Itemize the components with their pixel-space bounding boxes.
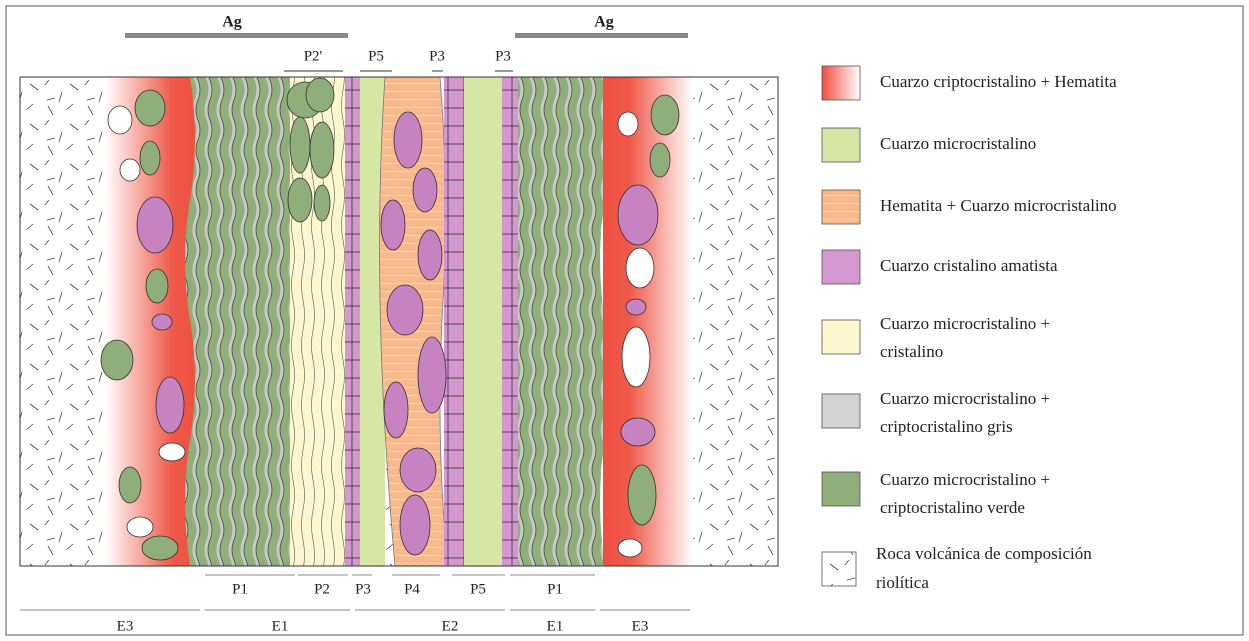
clast xyxy=(650,94,680,136)
legend-labels: Cuarzo criptocristalino + Hematita Cuarz… xyxy=(876,72,1117,592)
stage-label: E3 xyxy=(632,618,649,634)
legend-label: Cuarzo microcristalino + xyxy=(880,470,1050,489)
stage-label: E2 xyxy=(442,618,459,634)
legend-swatch xyxy=(821,393,861,429)
clast xyxy=(158,442,186,462)
amethyst-band xyxy=(444,77,464,566)
clast xyxy=(625,298,647,316)
phase-label: P5 xyxy=(368,48,384,64)
ag-label: Ag xyxy=(222,14,242,31)
banded-zone xyxy=(185,77,292,566)
amethyst-band xyxy=(345,77,361,566)
phase-label: P2' xyxy=(304,48,323,64)
legend-label: criptocristalino verde xyxy=(880,498,1025,517)
legend-label: Cuarzo microcristalino xyxy=(880,134,1036,153)
clast xyxy=(145,268,169,304)
clast xyxy=(151,313,173,331)
clast xyxy=(155,376,185,434)
clast xyxy=(139,140,161,176)
cross-section xyxy=(19,76,779,567)
clast xyxy=(100,339,134,381)
top-labels: Ag Ag P2' P5 P3 P3 xyxy=(125,14,688,72)
frame xyxy=(5,5,1244,636)
legend-label: Roca volcánica de composición xyxy=(876,544,1092,563)
banded-zone xyxy=(518,77,610,566)
clast xyxy=(126,516,154,538)
clast xyxy=(287,177,313,223)
clast xyxy=(412,167,438,213)
bottom-labels: P1 P2 P3 P4 P5 P1 E3 E1 E2 E1 E3 xyxy=(20,574,690,634)
clast xyxy=(417,229,443,281)
legend-label: criptocristalino gris xyxy=(880,417,1013,436)
clast xyxy=(305,77,335,113)
clast xyxy=(383,381,409,439)
legend-swatch xyxy=(821,551,857,587)
clast xyxy=(617,538,643,558)
legend-swatch xyxy=(821,249,861,285)
ag-bar xyxy=(515,33,688,38)
stage-label: E1 xyxy=(272,618,289,634)
legend-label: Cuarzo microcristalino + xyxy=(880,389,1050,408)
volcanic-clasts xyxy=(107,105,655,558)
legend-label: Hematita + Cuarzo microcristalino xyxy=(880,196,1117,215)
phase-label: P3 xyxy=(355,581,371,597)
legend-label: Cuarzo criptocristalino + Hematita xyxy=(880,72,1117,91)
legend-label: Cuarzo microcristalino + xyxy=(880,314,1050,333)
phase-label: P1 xyxy=(232,581,248,597)
clast xyxy=(386,284,424,336)
legend-label: Cuarzo cristalino amatista xyxy=(880,256,1058,275)
clast xyxy=(393,111,423,169)
legend-swatch xyxy=(821,319,861,355)
green-clasts xyxy=(100,77,680,561)
ag-bar xyxy=(125,33,348,38)
clast xyxy=(136,196,174,254)
clast xyxy=(141,535,179,561)
legend-swatch xyxy=(821,189,861,225)
stage-label: E3 xyxy=(117,618,134,634)
clast xyxy=(289,116,311,174)
clast xyxy=(380,199,406,251)
stage-label: E1 xyxy=(547,618,564,634)
phase-label: P3 xyxy=(495,48,511,64)
ag-label: Ag xyxy=(594,14,614,31)
clast xyxy=(620,417,656,447)
legend-label: riolítica xyxy=(876,573,929,592)
clast xyxy=(617,111,639,137)
phase-label: P5 xyxy=(470,581,486,597)
clast xyxy=(617,184,659,246)
clast xyxy=(399,494,431,556)
phase-label: P3 xyxy=(429,48,445,64)
clast xyxy=(309,121,335,179)
phase-label: P2 xyxy=(314,581,330,597)
legend xyxy=(821,65,861,587)
legend-label: cristalino xyxy=(880,342,943,361)
clast xyxy=(118,466,142,504)
phase-label: P4 xyxy=(404,581,420,597)
legend-swatch xyxy=(821,127,861,163)
amethyst-band xyxy=(502,77,520,566)
phase-label: P1 xyxy=(547,581,563,597)
clast xyxy=(627,464,657,526)
micro-band xyxy=(464,77,504,566)
clast xyxy=(649,142,671,178)
section-border xyxy=(19,76,779,567)
clast xyxy=(399,447,437,493)
clasts xyxy=(136,111,659,556)
clast xyxy=(134,89,166,127)
clast xyxy=(625,247,655,289)
clast xyxy=(313,184,331,222)
legend-swatch xyxy=(821,471,861,507)
legend-swatch xyxy=(821,65,861,101)
clast xyxy=(107,105,133,135)
clast xyxy=(621,326,651,388)
clast xyxy=(119,158,141,182)
clast xyxy=(417,336,447,414)
